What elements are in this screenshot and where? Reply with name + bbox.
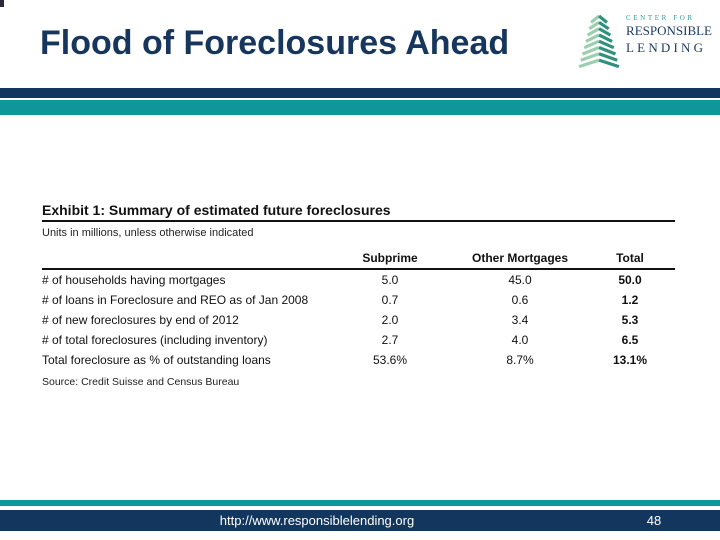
- row-label: Total foreclosure as % of outstanding lo…: [42, 353, 271, 367]
- row-label: # of new foreclosures by end of 2012: [42, 313, 239, 327]
- page-title: Flood of Foreclosures Ahead: [40, 24, 510, 62]
- row-label: # of total foreclosures (including inven…: [42, 333, 268, 347]
- footer-bar: [0, 510, 720, 531]
- units-note: Units in millions, unless otherwise indi…: [42, 227, 254, 239]
- table-row: # of households having mortgages 5.0 45.…: [42, 270, 675, 290]
- column-header-subprime: Subprime: [362, 251, 418, 265]
- corner-artifact: [0, 0, 4, 7]
- header-rule-teal: [0, 100, 720, 115]
- footer-rule-teal: [0, 500, 720, 506]
- cell-subprime: 53.6%: [372, 353, 408, 367]
- cell-total: 13.1%: [612, 353, 648, 367]
- table-row: # of new foreclosures by end of 2012 2.0…: [42, 310, 675, 330]
- column-header-other: Other Mortgages: [471, 251, 568, 265]
- cell-other: 3.4: [511, 313, 529, 327]
- exhibit-title: Exhibit 1: Summary of estimated future f…: [42, 202, 675, 222]
- table-row: Total foreclosure as % of outstanding lo…: [42, 350, 675, 370]
- cell-subprime: 5.0: [381, 273, 399, 287]
- table-row: # of total foreclosures (including inven…: [42, 330, 675, 350]
- logo-line-responsible: RESPONSIBLE: [626, 23, 712, 38]
- header-rule-navy: [0, 88, 720, 98]
- source-note: Source: Credit Suisse and Census Bureau: [42, 376, 240, 388]
- cell-total: 5.3: [621, 313, 639, 327]
- cell-subprime: 2.7: [381, 333, 399, 347]
- logo-wordmark: CENTER FOR RESPONSIBLE LENDING: [626, 13, 712, 57]
- cell-total: 1.2: [621, 293, 639, 307]
- cell-other: 4.0: [511, 333, 529, 347]
- cell-total: 6.5: [621, 333, 639, 347]
- logo-line-lending: LENDING: [626, 39, 707, 55]
- cell-other: 45.0: [508, 273, 532, 287]
- page-number: 48: [646, 513, 662, 528]
- row-label: # of households having mortgages: [42, 273, 226, 287]
- cell-subprime: 0.7: [381, 293, 399, 307]
- column-header-total: Total: [616, 251, 644, 265]
- cell-other: 0.6: [511, 293, 529, 307]
- cell-total: 50.0: [618, 273, 642, 287]
- cell-subprime: 2.0: [381, 313, 399, 327]
- row-label: # of loans in Foreclosure and REO as of …: [42, 293, 309, 307]
- chevron-tree-icon: [577, 13, 621, 69]
- cell-other: 8.7%: [506, 353, 534, 367]
- logo-line-center-for: CENTER FOR: [626, 14, 695, 22]
- crl-logo: CENTER FOR RESPONSIBLE LENDING: [577, 13, 712, 69]
- exhibit-table: Exhibit 1: Summary of estimated future f…: [42, 202, 675, 388]
- footer-url: http://www.responsiblelending.org: [219, 513, 415, 528]
- table-header-row: Subprime Other Mortgages Total: [42, 251, 675, 270]
- table-row: # of loans in Foreclosure and REO as of …: [42, 290, 675, 310]
